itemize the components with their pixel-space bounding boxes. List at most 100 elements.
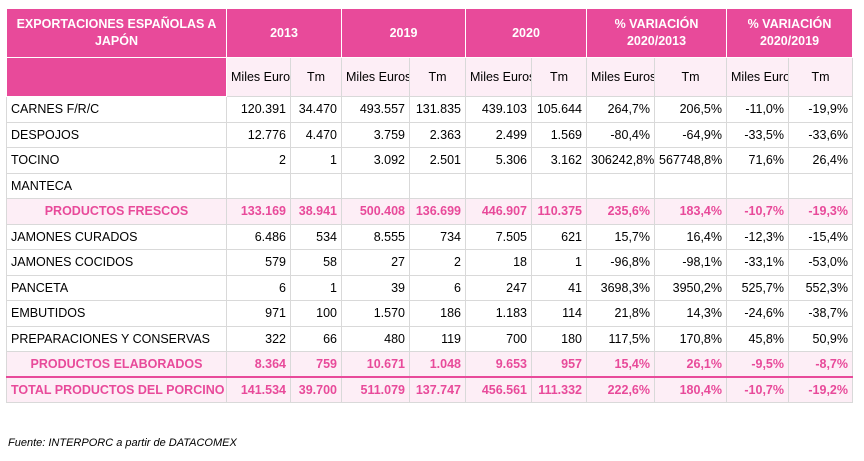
value-cell: 119 (409, 325, 466, 352)
unit-header: Tm (788, 57, 853, 97)
value-cell: -33,5% (726, 121, 789, 148)
value-cell (341, 172, 410, 199)
group-header-2013: 2013 (226, 8, 342, 58)
value-cell: 971 (226, 300, 291, 327)
value-cell: 322 (226, 325, 291, 352)
value-cell: 511.079 (341, 376, 410, 403)
table-row: JAMONES COCIDOS 579 58 27 2 18 1 -96,8% -98,1% -3… (6, 249, 853, 276)
value-cell: 6.486 (226, 223, 291, 250)
header-row-groups: EXPORTACIONES ESPAÑOLAS A JAPÓN 2013 201… (6, 8, 853, 58)
group-header-2019: 2019 (341, 8, 466, 58)
row-label: PRODUCTOS FRESCOS (6, 198, 227, 225)
value-cell: 579 (226, 249, 291, 276)
value-cell: -15,4% (788, 223, 853, 250)
table-row: PREPARACIONES Y CONSERVAS 322 66 480 119 700 1… (6, 325, 853, 352)
value-cell: -8,7% (788, 351, 853, 378)
table-row: EMBUTIDOS 971 100 1.570 186 1.183 114 21,8% 14,3… (6, 300, 853, 327)
value-cell: -98,1% (654, 249, 727, 276)
row-label: JAMONES CURADOS (6, 223, 227, 250)
value-cell: 552,3% (788, 274, 853, 301)
value-cell: -33,1% (726, 249, 789, 276)
value-cell: 222,6% (586, 376, 655, 403)
unit-header: Miles Euros (586, 57, 655, 97)
row-label: PREPARACIONES Y CONSERVAS (6, 325, 227, 352)
value-cell: 41 (531, 274, 587, 301)
value-cell: -12,3% (726, 223, 789, 250)
value-cell: 131.835 (409, 96, 466, 123)
value-cell: 2 (409, 249, 466, 276)
unit-header: Miles Euros (341, 57, 410, 97)
row-label: TOTAL PRODUCTOS DEL PORCINO (6, 376, 227, 403)
value-cell: 26,1% (654, 351, 727, 378)
value-cell: 14,3% (654, 300, 727, 327)
value-cell: 5.306 (465, 147, 532, 174)
row-label: PANCETA (6, 274, 227, 301)
table-row: PANCETA 6 1 39 6 247 41 3698,3% 3950,2% 525,7% 552… (6, 274, 853, 301)
value-cell: 2.499 (465, 121, 532, 148)
value-cell: 3950,2% (654, 274, 727, 301)
value-cell: -9,5% (726, 351, 789, 378)
value-cell: 1 (531, 249, 587, 276)
value-cell: 26,4% (788, 147, 853, 174)
value-cell: 12.776 (226, 121, 291, 148)
value-cell: 235,6% (586, 198, 655, 225)
value-cell: 45,8% (726, 325, 789, 352)
group-header-2020: 2020 (465, 8, 587, 58)
value-cell: 700 (465, 325, 532, 352)
value-cell: 110.375 (531, 198, 587, 225)
header-row-units: Miles Euros Tm Miles Euros Tm Miles Euro… (6, 57, 853, 97)
subtotal-row: PRODUCTOS ELABORADOS 8.364 759 10.671 1.048 9… (6, 351, 853, 378)
value-cell: 15,7% (586, 223, 655, 250)
value-cell: 18 (465, 249, 532, 276)
value-cell: 186 (409, 300, 466, 327)
value-cell: 180,4% (654, 376, 727, 403)
value-cell: 170,8% (654, 325, 727, 352)
value-cell: 493.557 (341, 96, 410, 123)
value-cell: 66 (290, 325, 342, 352)
table-row: TOCINO 2 1 3.092 2.501 5.306 3.162 306242,8% 567… (6, 147, 853, 174)
value-cell (654, 172, 727, 199)
source-note: Fuente: INTERPORC a partir de DATACOMEX (8, 437, 237, 449)
value-cell: 525,7% (726, 274, 789, 301)
value-cell: 306242,8% (586, 147, 655, 174)
row-label: JAMONES COCIDOS (6, 249, 227, 276)
row-label: DESPOJOS (6, 121, 227, 148)
value-cell: 1.570 (341, 300, 410, 327)
value-cell: 206,5% (654, 96, 727, 123)
value-cell (290, 172, 342, 199)
value-cell: 8.555 (341, 223, 410, 250)
value-cell: 1.569 (531, 121, 587, 148)
value-cell: 100 (290, 300, 342, 327)
value-cell: 183,4% (654, 198, 727, 225)
value-cell: -19,3% (788, 198, 853, 225)
unit-header: Miles Euros (465, 57, 532, 97)
value-cell (788, 172, 853, 199)
value-cell: -19,2% (788, 376, 853, 403)
value-cell (531, 172, 587, 199)
value-cell: 111.332 (531, 376, 587, 403)
value-cell: 15,4% (586, 351, 655, 378)
unit-header: Tm (654, 57, 727, 97)
value-cell: 10.671 (341, 351, 410, 378)
value-cell: 3.092 (341, 147, 410, 174)
value-cell: -19,9% (788, 96, 853, 123)
unit-header: Tm (531, 57, 587, 97)
value-cell: 2 (226, 147, 291, 174)
value-cell: -80,4% (586, 121, 655, 148)
total-row: TOTAL PRODUCTOS DEL PORCINO 141.534 39.700… (6, 376, 853, 403)
value-cell: 3698,3% (586, 274, 655, 301)
value-cell: 567748,8% (654, 147, 727, 174)
value-cell: 957 (531, 351, 587, 378)
table-row: CARNES F/R/C 120.391 34.470 493.557 131.835 4… (6, 96, 853, 123)
unit-header: Miles Euros (726, 57, 789, 97)
table-title: EXPORTACIONES ESPAÑOLAS A JAPÓN (6, 8, 227, 58)
value-cell: 7.505 (465, 223, 532, 250)
value-cell: 264,7% (586, 96, 655, 123)
value-cell: 446.907 (465, 198, 532, 225)
title-cell-continued (6, 57, 227, 97)
value-cell: 1 (290, 147, 342, 174)
value-cell: 480 (341, 325, 410, 352)
value-cell (726, 172, 789, 199)
value-cell (586, 172, 655, 199)
value-cell: 114 (531, 300, 587, 327)
